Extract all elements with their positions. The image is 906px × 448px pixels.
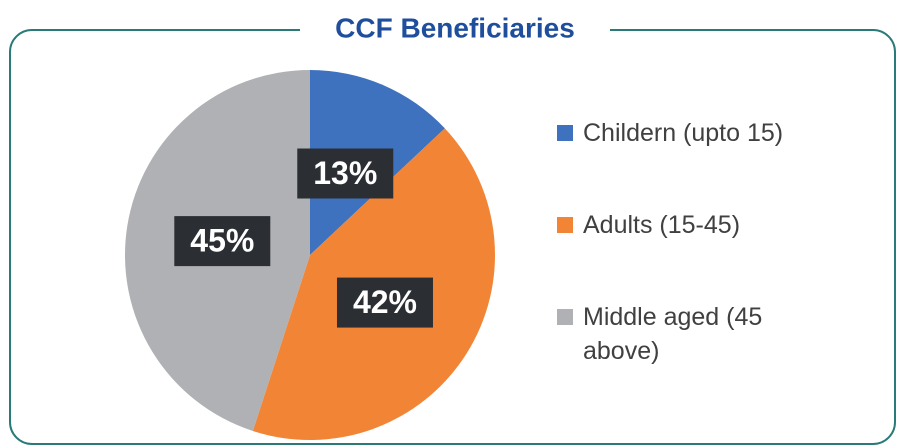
legend-swatch	[557, 125, 573, 141]
legend-item: Childern (upto 15)	[557, 116, 807, 208]
legend: Childern (upto 15) Adults (15-45) Middle a…	[557, 116, 807, 392]
data-label: 42%	[353, 284, 417, 320]
legend-item: Adults (15-45)	[557, 208, 807, 300]
legend-swatch	[557, 309, 573, 325]
label-box	[174, 216, 271, 267]
data-label: 13%	[313, 155, 377, 191]
title-gap	[300, 10, 610, 50]
data-label: 45%	[190, 223, 254, 259]
legend-label: Childern (upto 15)	[583, 119, 784, 147]
legend-swatch	[557, 217, 573, 233]
data-labels: 13% 42% 45%	[174, 148, 433, 328]
label-box	[336, 277, 433, 328]
legend-label: Middle aged (45 above)	[583, 303, 763, 365]
legend-item: Middle aged (45 above)	[557, 300, 807, 392]
chart-title: CCF Beneficiaries	[335, 12, 575, 43]
legend-label: Adults (15-45)	[583, 211, 741, 239]
label-box	[297, 148, 394, 199]
